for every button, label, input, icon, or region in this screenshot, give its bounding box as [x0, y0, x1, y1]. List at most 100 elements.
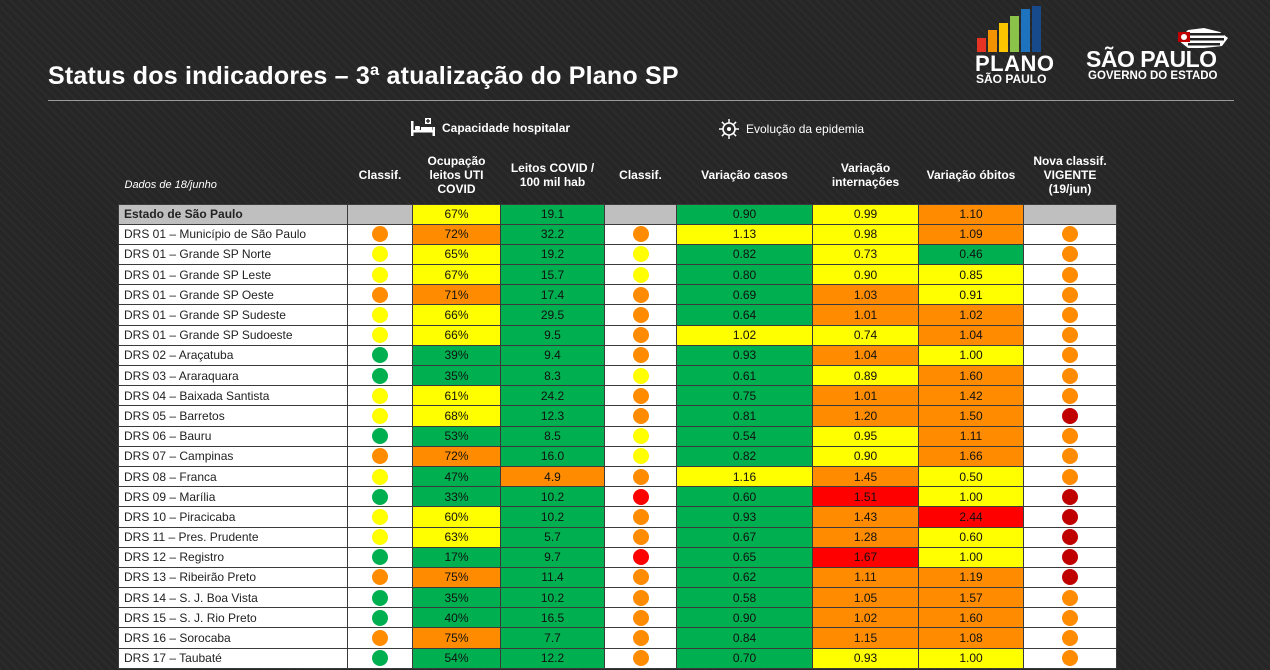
nova-classif — [1023, 526, 1117, 548]
table-row: DRS 06 – Bauru 53% 8.5 0.54 0.95 1.11 — [118, 425, 1117, 447]
nova-classif — [1023, 465, 1117, 488]
leitos-100mil: 7.7 — [500, 627, 605, 649]
variacao-internacoes: 1.02 — [812, 607, 919, 629]
table-row: DRS 14 – S. J. Boa Vista 35% 10.2 0.58 1.05 1… — [118, 587, 1117, 609]
table-row-state: Estado de São Paulo 67% 19.1 0.90 0.99 1.10 — [118, 203, 1117, 225]
variacao-obitos: 1.09 — [918, 223, 1024, 245]
region-name: DRS 15 – S. J. Rio Preto — [118, 607, 348, 629]
classif-hospitalar — [347, 284, 413, 306]
table-body: Estado de São Paulo 67% 19.1 0.90 0.99 1.10 DR… — [118, 203, 1117, 669]
status-dot-orange — [1062, 246, 1078, 263]
ocupacao-uti: 67% — [412, 264, 501, 286]
variacao-casos: 0.90 — [676, 607, 813, 629]
ocupacao-uti: 72% — [412, 445, 501, 467]
ocupacao-uti: 39% — [412, 344, 501, 367]
title-divider — [48, 100, 1234, 101]
variacao-internacoes: 1.01 — [812, 304, 919, 326]
nova-classif — [1023, 223, 1117, 245]
header-variacao-obitos: Variação óbitos — [926, 167, 1016, 182]
variacao-casos: 1.16 — [676, 465, 813, 488]
region-name: DRS 01 – Grande SP Norte — [118, 243, 348, 266]
table-row: DRS 05 – Barretos 68% 12.3 0.81 1.20 1.50 — [118, 405, 1117, 427]
status-dot-orange — [1062, 367, 1078, 384]
variacao-casos: 0.69 — [676, 284, 813, 306]
leitos-100mil: 12.3 — [500, 405, 605, 427]
status-dot-green — [372, 347, 388, 364]
classif-epidemia — [604, 385, 677, 407]
ocupacao-uti: 75% — [412, 566, 501, 589]
page-title: Status dos indicadores – 3ª atualização … — [48, 62, 679, 90]
variacao-casos: 0.62 — [676, 566, 813, 589]
classif-hospitalar — [347, 364, 413, 387]
status-dot-dark_red — [1062, 549, 1078, 566]
status-dot-orange — [372, 286, 388, 303]
status-dot-yellow — [372, 307, 388, 324]
section-capacidade-hospitalar: Capacidade hospitalar — [410, 118, 570, 138]
status-dot-orange — [632, 407, 649, 424]
status-dot-green — [372, 488, 388, 505]
classif-epidemia — [604, 607, 677, 629]
status-dot-orange — [632, 650, 649, 667]
nova-classif — [1023, 445, 1117, 467]
region-name: DRS 07 – Campinas — [118, 445, 348, 467]
classif-hospitalar — [347, 385, 413, 407]
leitos-100mil: 10.2 — [500, 506, 605, 528]
classif-epidemia — [604, 647, 677, 669]
classif-hospitalar — [347, 324, 413, 346]
variacao-internacoes: 1.67 — [812, 546, 919, 568]
variacao-internacoes: 0.74 — [812, 324, 919, 346]
variacao-internacoes: 1.01 — [812, 385, 919, 407]
classif-epidemia — [604, 486, 677, 508]
table-row: DRS 13 – Ribeirão Preto 75% 11.4 0.62 1.11 1.… — [118, 566, 1117, 589]
variacao-internacoes: 0.90 — [812, 264, 919, 286]
header-leitos: Leitos COVID / 100 mil hab — [510, 160, 595, 189]
variacao-obitos: 1.10 — [918, 203, 1024, 225]
ocupacao-uti: 66% — [412, 324, 501, 346]
section-evolucao-label: Evolução da epidemia — [746, 122, 865, 136]
variacao-internacoes: 0.98 — [812, 223, 919, 245]
table-row: DRS 15 – S. J. Rio Preto 40% 16.5 0.90 1.02 1… — [118, 607, 1117, 629]
table-row: DRS 04 – Baixada Santista 61% 24.2 0.75 1.01… — [118, 385, 1117, 407]
status-dot-orange — [1062, 226, 1078, 243]
classif-hospitalar — [347, 445, 413, 467]
region-name: DRS 09 – Marília — [118, 486, 348, 508]
region-name: DRS 03 – Araraquara — [118, 364, 348, 387]
table-row: DRS 17 – Taubaté 54% 12.2 0.70 0.93 1.00 — [118, 647, 1117, 669]
ocupacao-uti: 47% — [412, 465, 501, 488]
variacao-casos: 0.90 — [676, 203, 813, 225]
classif-hospitalar — [347, 304, 413, 326]
classif-epidemia — [604, 324, 677, 346]
classif-epidemia — [604, 526, 677, 548]
status-dot-green — [372, 609, 388, 626]
classif-epidemia — [604, 304, 677, 326]
region-name: DRS 04 – Baixada Santista — [118, 385, 348, 407]
variacao-casos: 0.70 — [676, 647, 813, 669]
governo-sp-logo: SÃO PAULO GOVERNO DO ESTADO — [1086, 26, 1236, 86]
status-dot-yellow — [372, 407, 388, 424]
status-dot-yellow — [372, 468, 388, 485]
status-dot-dark_red — [1062, 488, 1078, 505]
region-name: DRS 16 – Sorocaba — [118, 627, 348, 649]
classif-hospitalar — [347, 546, 413, 568]
variacao-obitos: 1.00 — [918, 647, 1024, 669]
ocupacao-uti: 35% — [412, 364, 501, 387]
ocupacao-uti: 75% — [412, 627, 501, 649]
sp-logo-text: SÃO PAULO — [1086, 46, 1217, 72]
classif-epidemia — [604, 587, 677, 609]
classif-epidemia — [604, 445, 677, 467]
status-dot-orange — [632, 347, 649, 364]
table-row: DRS 01 – Grande SP Sudoeste 66% 9.5 1.02 0.7… — [118, 324, 1117, 346]
variacao-internacoes: 1.05 — [812, 587, 919, 609]
status-dot-orange — [632, 508, 649, 525]
variacao-internacoes: 0.90 — [812, 445, 919, 467]
bar-chart-icon — [975, 6, 1057, 52]
status-dot-orange — [1062, 589, 1078, 606]
classif-epidemia — [604, 627, 677, 649]
ocupacao-uti: 54% — [412, 647, 501, 669]
status-dot-orange — [1062, 468, 1078, 485]
variacao-internacoes: 1.28 — [812, 526, 919, 548]
status-dot-orange — [1062, 428, 1078, 445]
region-name: DRS 01 – Grande SP Leste — [118, 264, 348, 286]
classif-epidemia — [604, 223, 677, 245]
classif-epidemia — [604, 465, 677, 488]
